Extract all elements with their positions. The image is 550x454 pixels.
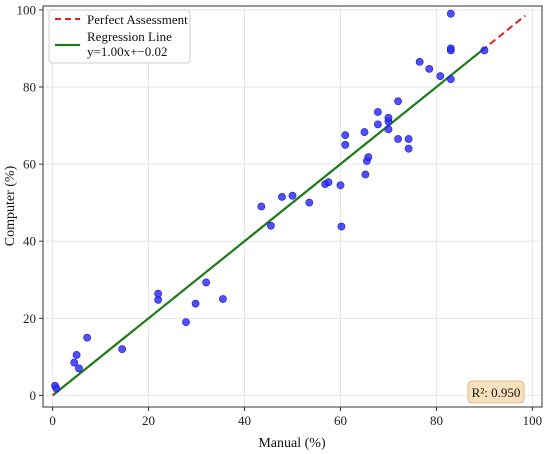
- x-tick-label: 0: [49, 413, 56, 428]
- x-tick-label: 60: [334, 413, 347, 428]
- scatter-point: [154, 289, 163, 298]
- scatter-point: [305, 198, 314, 207]
- scatter-point: [404, 144, 413, 153]
- x-axis-title: Manual (%): [258, 436, 326, 451]
- reference-lines: [51, 14, 526, 397]
- x-tick-label: 80: [430, 413, 443, 428]
- scatter-point: [360, 128, 369, 136]
- axis-ticks: 0 20 40 60 80 100 0 20 40 60 80 100: [17, 2, 543, 428]
- scatter-point: [341, 140, 350, 149]
- scatter-point: [70, 358, 79, 367]
- scatter-point: [394, 97, 402, 106]
- scatter-point: [202, 278, 211, 287]
- legend-label-regression-equation: y=1.00x+−0.02: [87, 44, 168, 59]
- scatter-point: [446, 44, 455, 53]
- x-tick-label: 40: [238, 413, 251, 428]
- scatter-points: [51, 9, 489, 393]
- scatter-point: [72, 351, 81, 359]
- r-squared-label: R²: 0.950: [472, 385, 521, 400]
- scatter-point: [288, 191, 297, 200]
- scatter-point: [384, 125, 393, 134]
- plot-area-frame: [42, 5, 543, 408]
- scatter-point: [336, 181, 345, 190]
- y-tick-label: 100: [17, 2, 37, 17]
- x-tick-label: 100: [523, 413, 543, 428]
- scatter-point: [425, 64, 434, 73]
- legend-box: [48, 9, 191, 64]
- scatter-point: [446, 75, 455, 84]
- legend: Perfect Assessment Regression Line y=1.0…: [48, 9, 191, 64]
- scatter-point: [415, 58, 424, 66]
- scatter-point: [219, 295, 227, 303]
- scatter-point: [324, 178, 333, 187]
- x-tick-label: 20: [142, 413, 155, 428]
- scatter-point: [404, 135, 413, 143]
- scatter-point: [374, 108, 382, 116]
- scatter-point: [436, 72, 445, 81]
- y-tick-label: 20: [23, 311, 36, 326]
- scatter-point: [394, 135, 402, 143]
- scatter-point: [52, 384, 61, 393]
- scatter-point: [278, 192, 286, 201]
- scatter-point: [83, 333, 92, 342]
- scatter-point: [75, 364, 83, 373]
- scatter-point: [364, 153, 373, 162]
- scatter-point: [191, 299, 200, 308]
- y-tick-label: 80: [23, 79, 36, 94]
- y-tick-label: 40: [23, 234, 36, 249]
- scatter-point: [341, 131, 350, 140]
- r-squared-box: [467, 380, 525, 404]
- scatter-point: [257, 202, 266, 211]
- legend-label-regression-line: Regression Line: [87, 29, 172, 44]
- scatter-point: [118, 345, 127, 354]
- scatter-point: [374, 120, 382, 129]
- scatter-point: [182, 318, 190, 327]
- y-tick-label: 60: [23, 157, 36, 172]
- scatter-point: [267, 221, 275, 230]
- legend-label-perfect-assessment: Perfect Assessment: [87, 12, 188, 27]
- scatter-point: [446, 9, 455, 18]
- regression-line: [53, 48, 485, 396]
- scatter-point: [384, 113, 393, 122]
- r-squared-annotation: R²: 0.950: [467, 380, 525, 404]
- y-tick-label: 0: [30, 388, 37, 403]
- scatter-point: [337, 222, 346, 231]
- scatter-point: [361, 170, 370, 179]
- y-axis-title: Computer (%): [3, 165, 18, 246]
- scatter-point: [480, 46, 489, 55]
